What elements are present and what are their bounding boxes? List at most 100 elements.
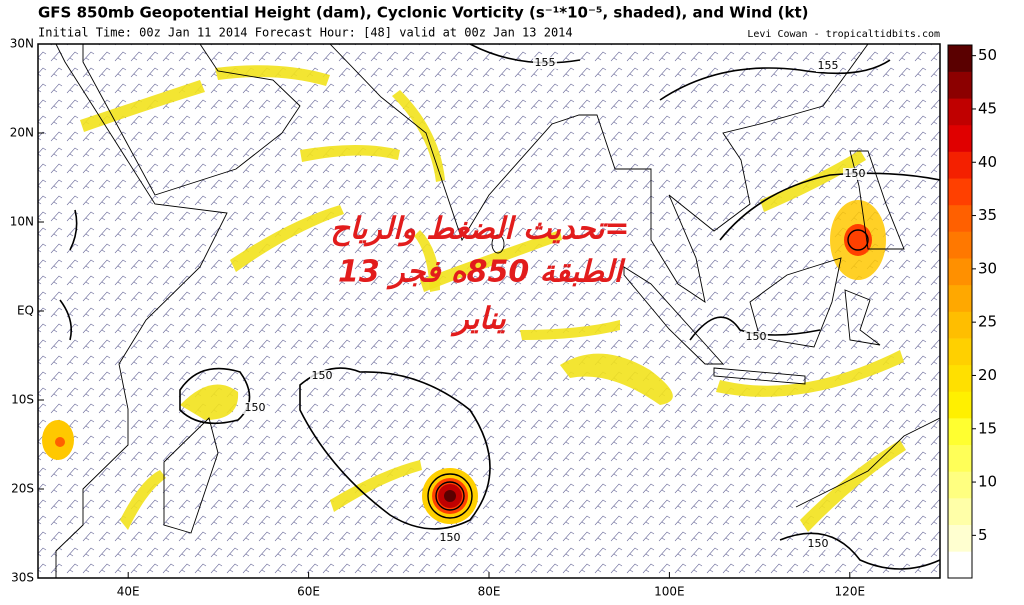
colorbar-segment [948,444,972,472]
colorbar-tick-label: 40 [978,153,997,171]
coastlines [55,44,940,578]
coastline [55,44,228,578]
vorticity-core [55,437,65,447]
contour-line [689,316,821,341]
y-tick-label: 20S [11,482,34,496]
colorbar-segment [948,258,972,286]
wind-barbs [38,44,940,578]
colorbar-segment [948,71,972,99]
subtitle: Initial Time: 00z Jan 11 2014 Forecast H… [38,26,573,40]
vorticity-area [760,150,866,212]
contour-line [179,367,251,425]
credit: Levi Cowan - tropicaltidbits.com [747,29,940,40]
contour-line [427,473,473,519]
annotation-line: يناير [450,302,506,337]
contour-line [435,481,465,511]
y-tick-label: EQ [17,304,34,318]
contour-label-bg [310,370,334,382]
colorbar-segment [948,498,972,525]
height-contours [59,44,940,570]
colorbar-segment [948,311,972,339]
x-tick-label: 80E [478,585,501,599]
contour-label: 150 [808,537,829,550]
colorbar-segment [948,391,972,419]
vorticity-area [420,230,562,292]
vorticity-area [392,90,445,182]
colorbar-frame [947,44,973,579]
contour-label-bg [533,57,557,69]
contour-label-bg [806,538,830,550]
vorticity-area [520,320,620,340]
annotation: =تحديث الضغط والرياح الطبقة 850ه فجر 13 ين… [330,212,629,337]
contour-line [659,59,891,101]
colorbar-tick-label: 5 [978,526,988,544]
title: GFS 850mb Geopotential Height (dam), Cyc… [38,4,809,22]
contour-label: 150 [312,369,333,382]
contour-label: 150 [245,401,266,414]
coastline [163,417,219,534]
colorbar-tick-label: 10 [978,473,997,491]
contour-line [847,229,869,251]
colorbar-tick-label: 25 [978,313,997,331]
vorticity-area [180,384,239,420]
coastline [713,367,806,385]
contour-line [719,172,940,241]
vorticity-area [414,230,440,292]
colorbar-tick-label: 20 [978,366,997,384]
colorbar-segment [948,284,972,312]
annotation-line: الطبقة 850ه فجر 13 [338,255,626,290]
contour-line [469,44,581,64]
colorbar-segment [948,98,972,126]
colorbar-segment [948,418,972,446]
coastline [849,150,905,250]
coastline [491,234,505,254]
contour-label-bg [744,331,768,343]
contour-line [779,532,940,570]
coastline [82,44,301,196]
colorbar-segment [948,124,972,152]
colorbar: 5 10 15 20 25 30 35 40 45 50 [947,44,997,579]
contour-label: 150 [440,531,461,544]
colorbar-segment [948,178,972,206]
contour-line [59,209,78,341]
map-axes: 40E 60E 80E 100E 120E 30N 20N 10N EQ 10S 20S 30S [10,37,865,599]
colorbar-segment [948,471,972,499]
vorticity-area [230,205,344,272]
y-tick-label: 10S [11,393,34,407]
vorticity-area [330,460,422,512]
y-tick-label: 30N [10,37,34,51]
vorticity-shading [42,65,906,532]
colorbar-tick-label: 15 [978,419,997,437]
vorticity-area [800,440,906,532]
x-tick-label: 100E [654,585,685,599]
contour-label: 155 [818,59,839,72]
colorbar-segment [948,204,972,232]
vorticity-area [215,65,330,86]
contour-label: 150 [845,167,866,180]
x-tick-label: 60E [297,585,320,599]
y-tick-label: 10N [10,215,34,229]
colorbar-tick-label: 35 [978,206,997,224]
vorticity-area [80,80,205,132]
vorticity-core [444,490,456,502]
coastline [329,44,869,303]
colorbar-segment [948,338,972,366]
vorticity-area [716,350,904,397]
contour-labels: 155 155 150 150 150 150 150 150 [243,56,867,550]
y-tick-label: 30S [11,571,34,585]
map-plot: 155 155 150 150 150 150 150 150 =تحديث الضغط وا… [38,44,940,578]
contour-label: 150 [746,330,767,343]
vorticity-area [120,470,166,530]
x-tick-label: 40E [117,585,140,599]
colorbar-tick-label: 50 [978,46,997,64]
colorbar-segment [948,364,972,392]
contour-label-bg [438,532,462,544]
contour-label: 155 [535,56,556,69]
colorbar-tick-label: 30 [978,259,997,277]
vorticity-area [560,353,673,405]
colorbar-segment [948,231,972,259]
colorbar-segment [948,551,972,579]
x-tick-label: 120E [835,585,866,599]
contour-line [299,367,491,530]
